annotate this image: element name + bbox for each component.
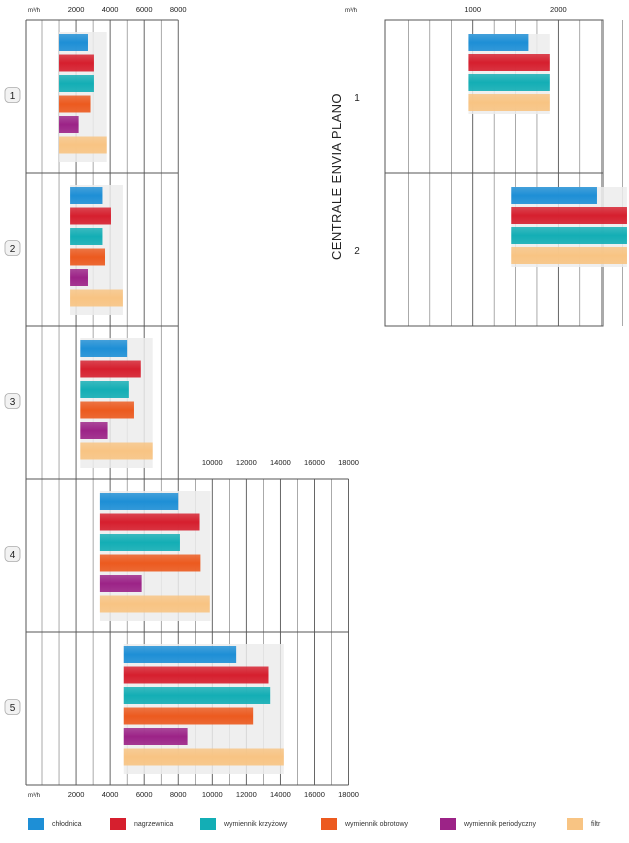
legend-label: wymiennik krzyżowy — [224, 820, 288, 828]
group-label-box — [4, 87, 21, 103]
bar-periodyczny — [99, 575, 142, 592]
bar-krzyzowy — [99, 534, 180, 551]
tick-label: 2000 — [68, 790, 85, 799]
bar-krzyzowy — [80, 381, 129, 398]
bar-nagrzewnica — [59, 54, 94, 72]
group-label-box — [4, 699, 21, 715]
bar-nagrzewnica — [99, 513, 200, 531]
tick-label: 10000 — [202, 458, 223, 467]
bar-chlodnica — [99, 493, 179, 510]
group-label: 4 — [10, 550, 16, 561]
tick-label: 16000 — [304, 458, 325, 467]
envia-unit-label: m³/h — [345, 8, 357, 14]
tick-label: 6000 — [136, 790, 153, 799]
bar-filtr — [70, 289, 123, 307]
tick-label: 18000 — [338, 790, 359, 799]
envia-tick-label: 1000 — [464, 5, 481, 14]
bar-nagrzewnica — [80, 360, 141, 378]
tick-label: 2000 — [68, 5, 85, 14]
envia-bar-filtr — [511, 247, 627, 264]
bar-filtr — [80, 442, 153, 460]
legend-swatch — [321, 818, 337, 830]
legend: chłodnica nagrzewnica wymiennik krzyżowy wy… — [0, 812, 629, 842]
legend-item-periodyczny: wymiennik periodyczny — [440, 818, 536, 830]
group-label: 2 — [10, 244, 16, 255]
tick-label: 4000 — [102, 790, 119, 799]
bar-filtr — [99, 595, 210, 613]
tick-label: 16000 — [304, 790, 325, 799]
bar-chlodnica — [123, 646, 237, 663]
group-label-box — [4, 546, 21, 562]
bar-chlodnica — [80, 340, 128, 357]
bar-obrotowy — [123, 707, 254, 725]
tick-label: 14000 — [270, 458, 291, 467]
tick-label: 8000 — [170, 790, 187, 799]
tick-label: 10000 — [202, 790, 223, 799]
envia-bar-nagrzewnica — [468, 54, 550, 71]
bar-periodyczny — [70, 269, 88, 286]
envia-bar-krzyzowy — [468, 74, 550, 91]
legend-label: wymiennik obrotowy — [345, 820, 409, 828]
envia-bar-chlodnica — [468, 34, 529, 51]
legend-label: filtr — [591, 820, 601, 828]
legend-item-krzyzowy: wymiennik krzyżowy — [200, 818, 287, 830]
group-label-box — [4, 240, 21, 256]
group-label-box — [4, 393, 21, 409]
bar-obrotowy — [70, 248, 106, 266]
unit-label-bottom: m³/h — [28, 793, 40, 799]
bar-periodyczny — [123, 728, 188, 745]
bar-periodyczny — [80, 422, 108, 439]
bar-obrotowy — [59, 95, 91, 113]
legend-label: chłodnica — [52, 820, 82, 828]
envia-bar-chlodnica — [511, 187, 597, 204]
legend-swatch — [28, 818, 44, 830]
tick-label: 12000 — [236, 458, 257, 467]
bar-periodyczny — [59, 116, 79, 133]
tick-label: 4000 — [102, 5, 119, 14]
bar-krzyzowy — [123, 687, 271, 704]
group-label: 3 — [10, 397, 16, 408]
unit-label-top: m³/h — [28, 8, 40, 14]
legend-label: wymiennik periodyczny — [464, 820, 536, 828]
group-label: 5 — [10, 703, 16, 714]
tick-label: 18000 — [338, 458, 359, 467]
bar-krzyzowy — [70, 228, 103, 245]
bar-nagrzewnica — [123, 666, 269, 684]
envia-bar-filtr — [468, 94, 550, 111]
bar-filtr — [123, 748, 284, 766]
tick-label: 14000 — [270, 790, 291, 799]
bar-nagrzewnica — [70, 207, 111, 225]
legend-swatch — [440, 818, 456, 830]
tick-label: 8000 — [170, 5, 187, 14]
bar-chlodnica — [70, 187, 103, 204]
bar-chlodnica — [59, 34, 88, 51]
bar-obrotowy — [80, 401, 134, 419]
envia-bar-nagrzewnica — [511, 207, 627, 224]
bar-obrotowy — [99, 554, 201, 572]
bar-krzyzowy — [59, 75, 94, 92]
group-label: 1 — [10, 91, 16, 102]
legend-swatch — [200, 818, 216, 830]
legend-item-chlodnica: chłodnica — [28, 818, 82, 830]
legend-item-obrotowy: wymiennik obrotowy — [321, 818, 408, 830]
side-title: CENTRALE ENVIA PLANO — [329, 93, 344, 260]
envia-group-label: 1 — [354, 93, 360, 104]
legend-swatch — [110, 818, 126, 830]
bar-filtr — [59, 136, 107, 154]
legend-label: nagrzewnica — [134, 820, 174, 828]
envia-group-label: 2 — [354, 246, 360, 257]
legend-item-filtr: filtr — [567, 818, 600, 830]
envia-tick-label: 2000 — [550, 5, 567, 14]
tick-label: 12000 — [236, 790, 257, 799]
tick-label: 6000 — [136, 5, 153, 14]
legend-swatch — [567, 818, 583, 830]
envia-bar-krzyzowy — [511, 227, 627, 244]
legend-item-nagrzewnica: nagrzewnica — [110, 818, 173, 830]
